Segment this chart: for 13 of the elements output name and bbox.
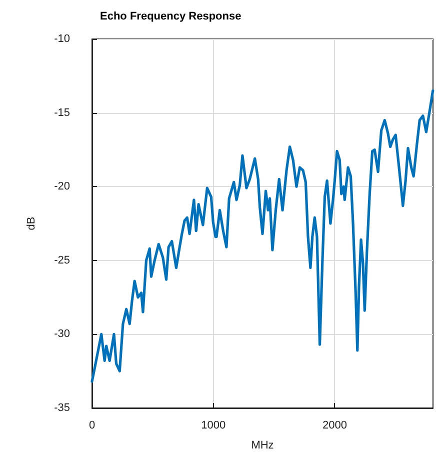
y-tick-label: -35 — [54, 402, 70, 414]
y-tick-label: -30 — [54, 328, 70, 340]
y-tick-label: -25 — [54, 254, 70, 266]
x-tick-label: 2000 — [322, 420, 347, 432]
y-tick-label: -15 — [54, 106, 70, 119]
y-tick-label: -20 — [54, 180, 70, 193]
y-axis-title: dB — [26, 216, 38, 230]
line-series — [90, 89, 434, 383]
x-axis-title: MHz — [251, 440, 274, 452]
x-tick-label: 0 — [88, 420, 96, 432]
chart-title: Echo Frequency Response — [100, 10, 242, 22]
x-tick-label: 1000 — [201, 420, 226, 432]
y-tick-label: -10 — [54, 33, 70, 45]
